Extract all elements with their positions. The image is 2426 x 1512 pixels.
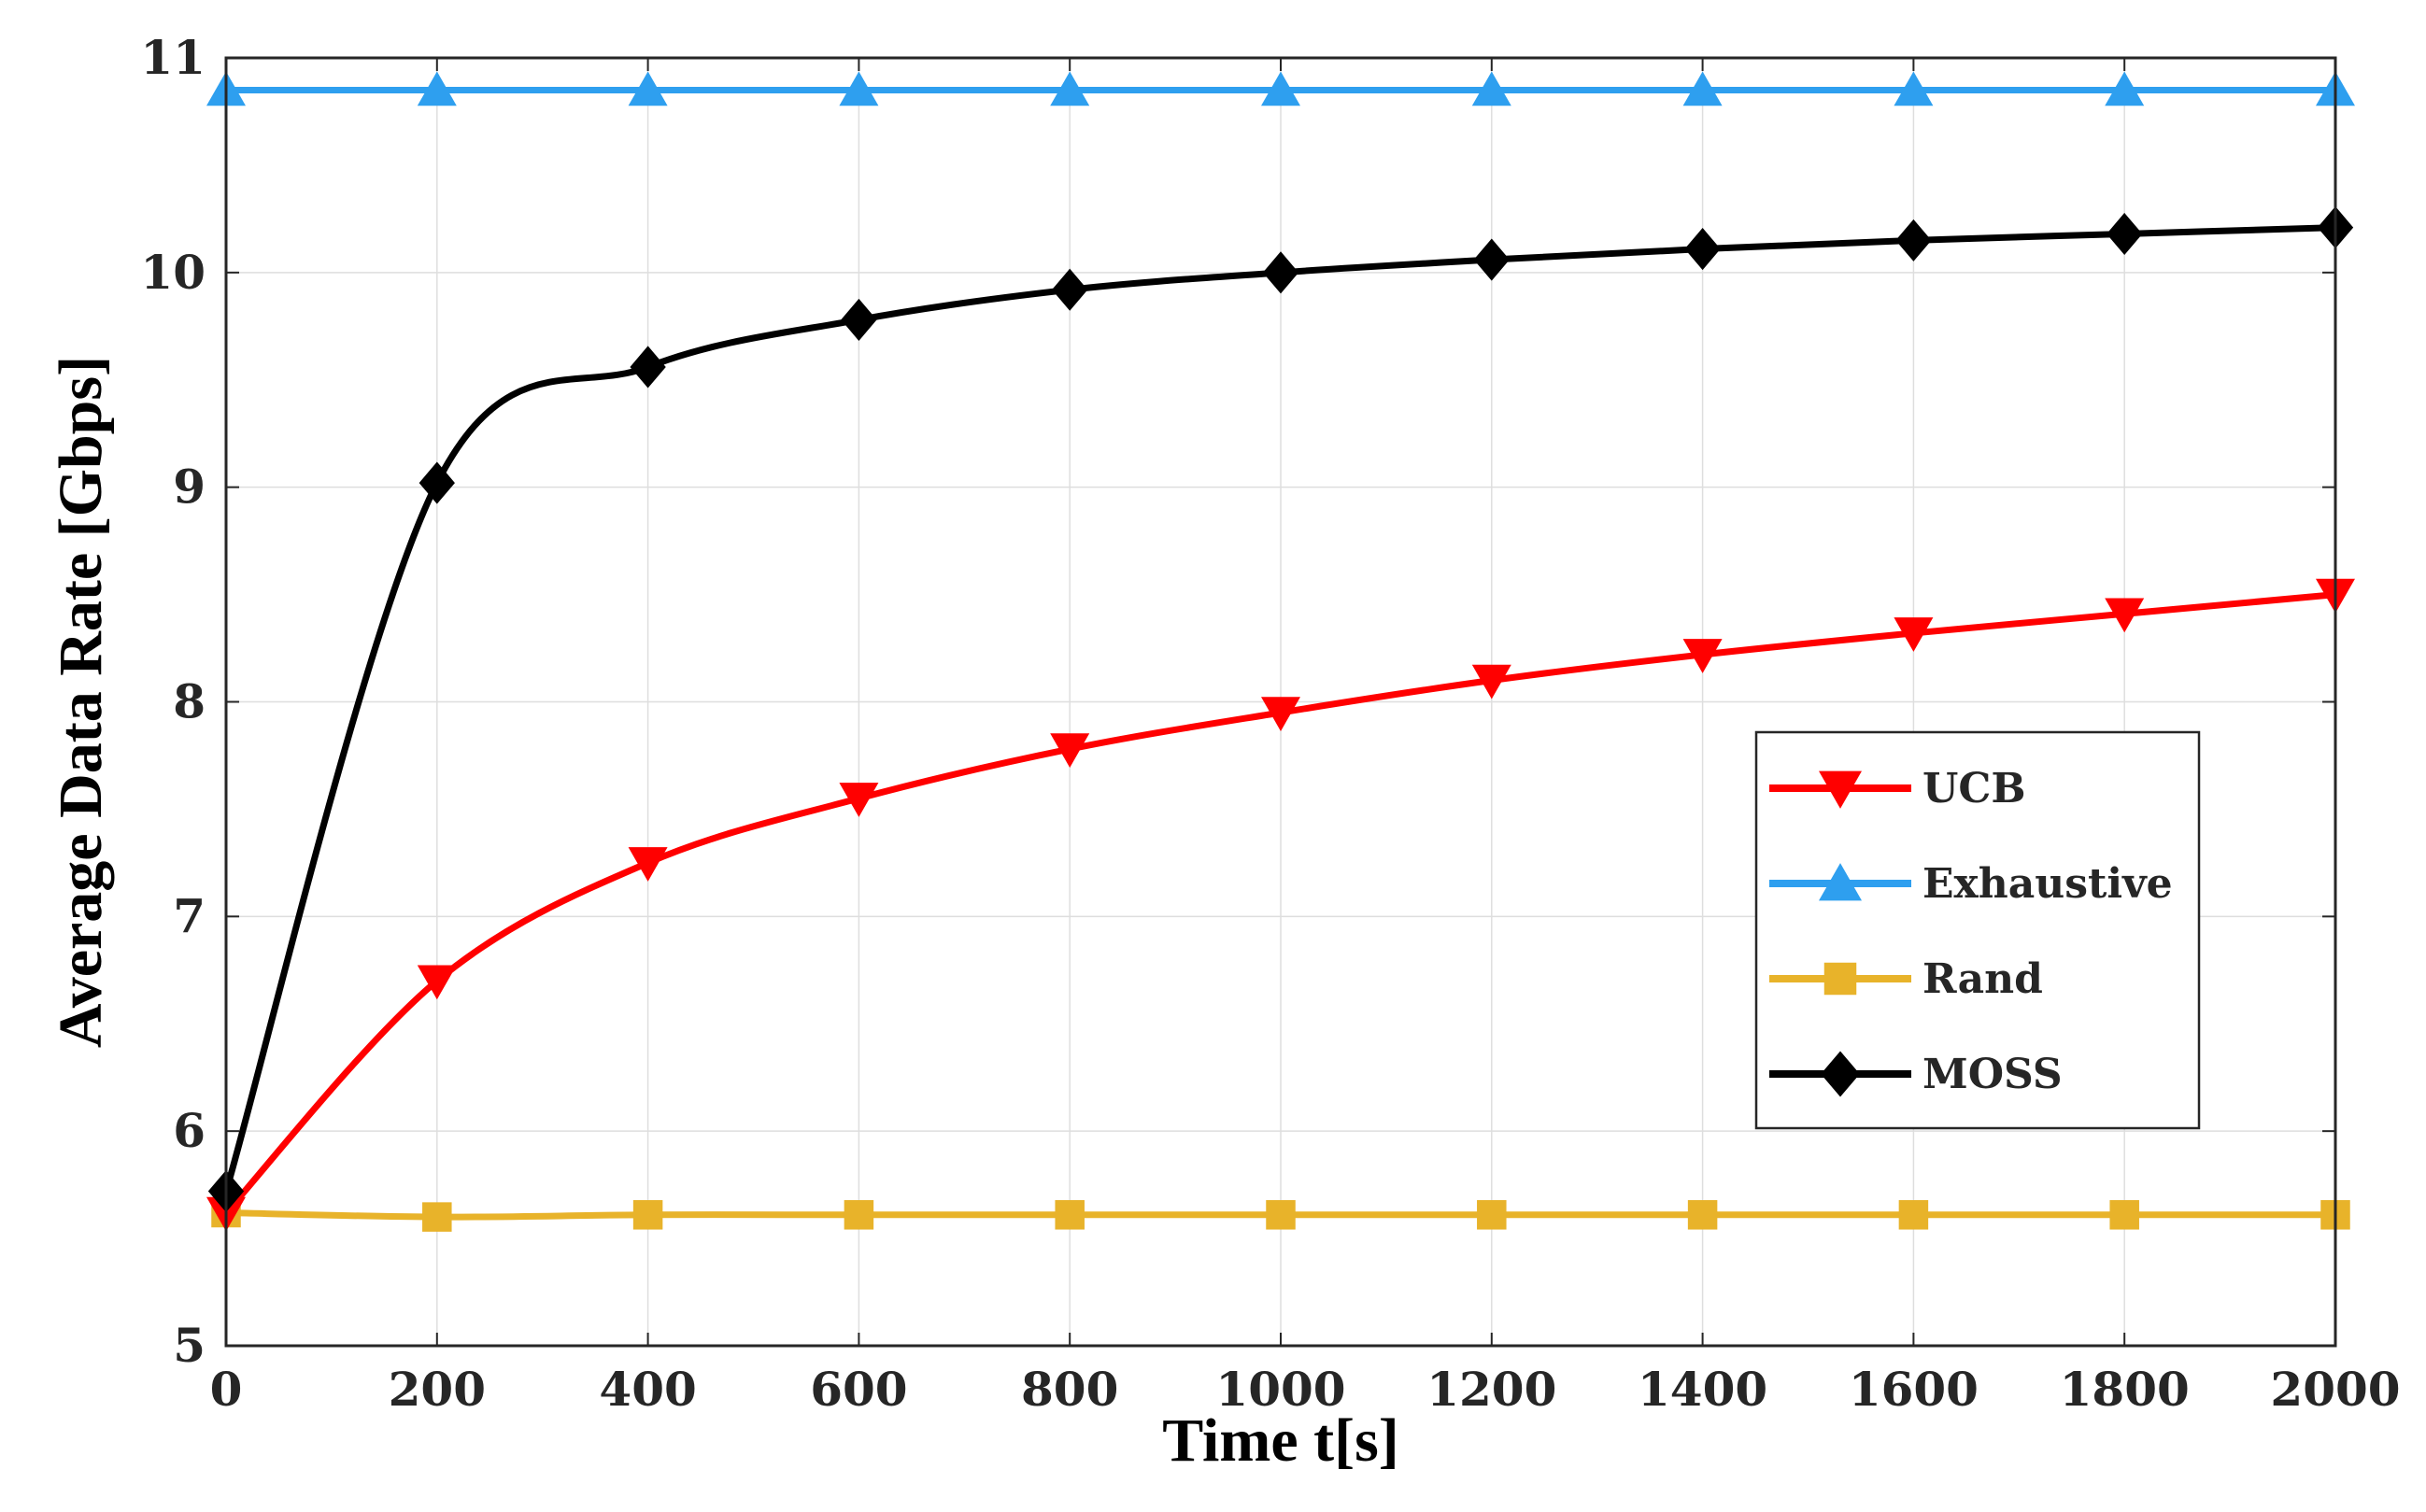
legend-item-moss: MOSS: [1769, 1051, 2063, 1098]
data-point-exhaustive: [1050, 71, 1090, 106]
series-exhaustive: [206, 71, 2355, 106]
legend-label-exhaustive: Exhaustive: [1922, 860, 2173, 908]
data-point-rand: [1898, 1200, 1929, 1230]
legend-marker-ucb: [1819, 770, 1862, 809]
data-point-exhaustive: [1682, 71, 1723, 106]
data-point-ucb: [2105, 598, 2145, 633]
data-point-moss: [1895, 219, 1932, 261]
data-point-exhaustive: [2105, 71, 2145, 106]
x-tick-label: 1400: [1638, 1362, 1767, 1417]
series-moss: [207, 206, 2354, 1213]
y-tick-label: 11: [140, 30, 206, 85]
data-point-ucb: [1261, 697, 1300, 731]
x-tick-label: 1000: [1215, 1362, 1345, 1417]
legend: UCB Exhaustive Rand MOSS: [1754, 730, 2201, 1130]
data-point-rand: [1477, 1200, 1507, 1230]
y-tick-label: 9: [173, 459, 206, 515]
data-point-exhaustive: [1471, 71, 1511, 106]
data-point-rand: [422, 1202, 452, 1232]
data-point-exhaustive: [628, 71, 668, 106]
series-layer: [206, 71, 2355, 1232]
data-point-rand: [632, 1200, 663, 1230]
data-point-exhaustive: [1894, 71, 1934, 106]
x-tick-label: 800: [1021, 1362, 1118, 1417]
data-point-rand: [2109, 1200, 2139, 1230]
axis-ticks: 0 200 400 600 800 1000 1200 1400 1600 1800 2000 5 6 7…: [140, 30, 2400, 1417]
y-axis-title: Average Data Rate [Gbps]: [47, 356, 115, 1048]
legend-item-rand: Rand: [1769, 955, 2043, 1003]
y-tick-label: 8: [173, 674, 206, 729]
data-point-ucb: [1471, 664, 1511, 699]
data-point-ucb: [839, 783, 879, 817]
data-point-moss: [1052, 268, 1088, 311]
data-point-moss: [1262, 251, 1299, 294]
data-point-ucb: [1050, 733, 1090, 769]
legend-item-ucb: UCB: [1769, 765, 2026, 813]
x-tick-label: 200: [389, 1362, 486, 1417]
data-point-ucb: [1894, 617, 1934, 652]
legend-item-exhaustive: Exhaustive: [1769, 860, 2173, 908]
data-point-rand: [1687, 1200, 1718, 1230]
legend-label-rand: Rand: [1922, 955, 2043, 1003]
data-point-moss: [1473, 238, 1510, 281]
data-point-moss: [2107, 212, 2143, 256]
data-point-moss: [1684, 228, 1721, 271]
data-point-exhaustive: [417, 71, 457, 106]
x-tick-label: 2000: [2270, 1362, 2400, 1417]
x-tick-label: 1200: [1426, 1362, 1556, 1417]
data-point-ucb: [1682, 639, 1723, 673]
data-point-rand: [844, 1200, 874, 1230]
data-point-ucb: [417, 965, 457, 1000]
legend-label-ucb: UCB: [1922, 765, 2026, 813]
data-point-moss: [841, 298, 877, 341]
data-point-rand: [1266, 1200, 1296, 1230]
data-point-moss: [419, 461, 455, 504]
y-tick-label: 5: [173, 1318, 206, 1373]
x-tick-label: 400: [599, 1362, 696, 1417]
y-tick-label: 6: [173, 1103, 206, 1158]
series-line-ucb: [223, 591, 2336, 1215]
y-tick-label: 10: [140, 245, 206, 300]
x-tick-label: 0: [210, 1362, 243, 1417]
legend-label-moss: MOSS: [1922, 1051, 2063, 1098]
y-tick-label: 7: [173, 888, 206, 943]
data-point-exhaustive: [1261, 71, 1300, 106]
data-point-rand: [1055, 1200, 1085, 1230]
data-point-moss: [630, 346, 666, 389]
x-axis-title: Time t[s]: [1162, 1406, 1399, 1475]
x-tick-label: 1600: [1849, 1362, 1979, 1417]
x-tick-label: 600: [810, 1362, 907, 1417]
legend-marker-rand: [1823, 962, 1857, 996]
x-tick-label: 1800: [2060, 1362, 2190, 1417]
legend-marker-exhaustive: [1819, 863, 1862, 901]
legend-marker-moss: [1821, 1051, 1860, 1097]
legend-box: [1754, 730, 2201, 1130]
data-point-exhaustive: [839, 71, 879, 106]
series-line-moss: [222, 224, 2336, 1193]
data-point-ucb: [628, 847, 668, 882]
series-rand: [211, 1197, 2350, 1232]
